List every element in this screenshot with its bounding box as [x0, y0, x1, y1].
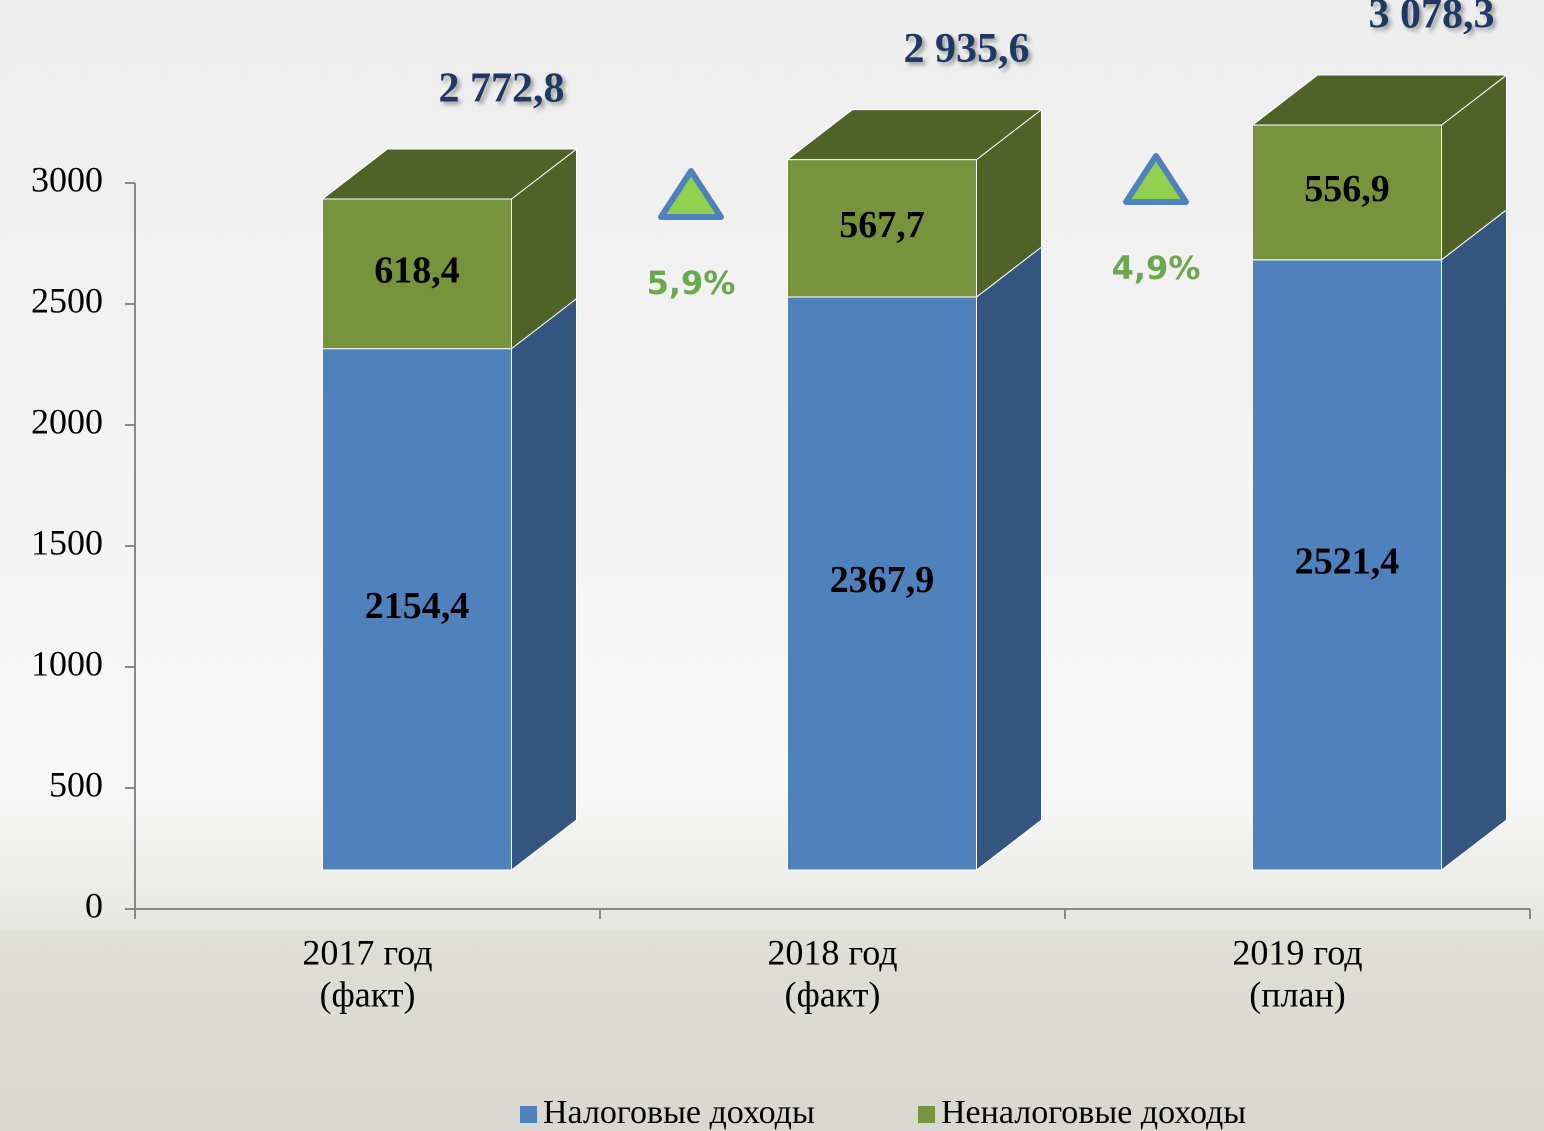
x-tick-label: 2017 год — [302, 932, 432, 972]
data-label: 556,9 — [1304, 168, 1390, 210]
data-label: 567,7 — [839, 204, 925, 246]
bar — [1252, 124, 1442, 261]
total-label: 2 772,8 — [439, 66, 565, 112]
growth-triangle — [658, 168, 724, 220]
y-tick-label: 3000 — [31, 159, 103, 199]
data-label: 2154,4 — [365, 585, 470, 627]
growth-triangle — [1123, 153, 1189, 205]
legend-label: Налоговые доходы — [543, 1094, 815, 1131]
total-label: 3 078,3 — [1369, 0, 1495, 38]
data-label: 2367,9 — [830, 559, 935, 601]
x-tick-label: (план) — [1249, 974, 1345, 1014]
legend-swatch — [520, 1106, 537, 1123]
bar — [1252, 259, 1442, 871]
x-tick-label: (факт) — [784, 974, 880, 1014]
y-tick-label: 500 — [49, 764, 103, 804]
y-tick-label: 0 — [85, 885, 103, 925]
growth-label: 4,9% — [1112, 249, 1201, 287]
y-tick-label: 2000 — [31, 401, 103, 441]
data-label: 2521,4 — [1295, 541, 1400, 583]
x-tick-label: 2018 год — [767, 932, 897, 972]
bar-side — [976, 245, 1042, 872]
bar-top — [321, 148, 578, 200]
x-tick-label: (факт) — [319, 974, 415, 1014]
bar-side — [511, 297, 577, 872]
y-tick-label: 2500 — [31, 280, 103, 320]
bar-top — [786, 109, 1043, 161]
bar — [322, 198, 512, 350]
legend-label: Неналоговые доходы — [941, 1094, 1246, 1131]
background-city — [0, 930, 1544, 1131]
data-label: 618,4 — [374, 250, 460, 292]
total-label: 2 935,6 — [904, 26, 1030, 72]
legend-swatch — [918, 1106, 935, 1123]
x-tick-label: 2019 год — [1232, 932, 1362, 972]
bar-side — [1441, 208, 1507, 872]
bar — [787, 159, 977, 298]
bar — [322, 348, 512, 871]
bar-top — [1251, 74, 1508, 126]
growth-label: 5,9% — [647, 264, 736, 302]
y-tick-label: 1500 — [31, 522, 103, 562]
y-tick-label: 1000 — [31, 643, 103, 683]
bar — [787, 296, 977, 871]
